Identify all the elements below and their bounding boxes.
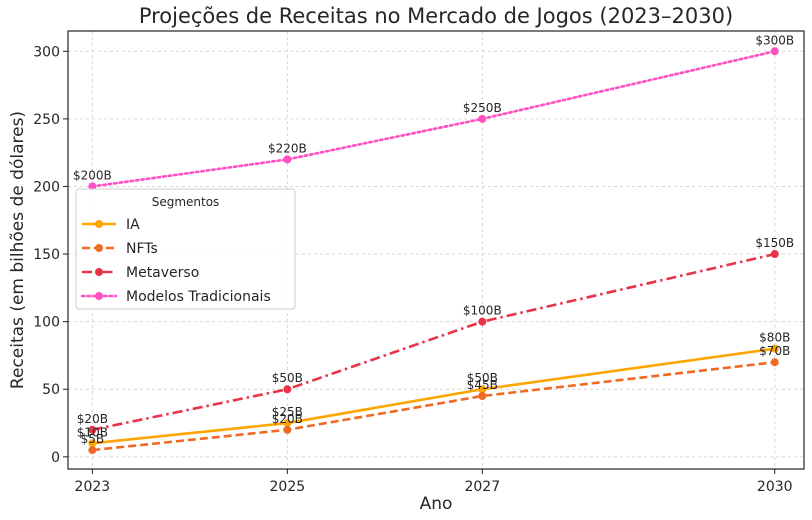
series-line-1 [92, 360, 775, 452]
y-tick-label: 200 [33, 179, 60, 195]
y-axis-label: Receitas (em bilhões de dólares) [8, 111, 28, 389]
data-point [283, 385, 292, 394]
data-point [88, 182, 97, 191]
axes: 0 50 100 150 200 250 300 2023 2025 2027 2030 [33, 30, 805, 495]
legend-entry: Metaverso [126, 265, 199, 281]
legend-marker [95, 220, 103, 228]
data-label: $250B [463, 101, 502, 115]
data-point [770, 358, 779, 367]
x-tick-label: 2030 [757, 479, 793, 495]
data-label: $50B [467, 371, 498, 385]
data-label: $20B [77, 412, 108, 426]
x-tick-label: 2025 [270, 479, 306, 495]
legend-entry: IA [126, 217, 140, 233]
legend: Segmentos IA NFTs Metaverso Modelos Tradicio… [75, 188, 296, 310]
y-tick-label: 50 [42, 382, 60, 398]
legend-title: Segmentos [152, 195, 220, 209]
y-tick-label: 150 [33, 247, 60, 263]
data-point [478, 317, 487, 326]
data-label: $80B [759, 331, 790, 345]
data-label: $150B [755, 236, 794, 250]
data-point [88, 446, 97, 455]
data-point [478, 392, 487, 400]
data-label: $220B [268, 141, 307, 155]
legend-box [75, 188, 296, 310]
data-point [478, 114, 487, 123]
data-label: $25B [272, 405, 303, 419]
data-label: $45B [467, 378, 498, 392]
series-line-3 [91, 49, 777, 188]
data-label: $100B [463, 304, 502, 318]
y-tick-label: 300 [33, 44, 60, 60]
data-label: $10B [77, 425, 108, 439]
x-tick-label: 2023 [75, 479, 111, 495]
legend-marker [95, 268, 103, 276]
data-label: $200B [73, 168, 112, 182]
data-point [478, 385, 487, 394]
data-point [88, 439, 97, 448]
x-tick-label: 2027 [464, 479, 500, 495]
data-point [88, 425, 97, 434]
data-point [770, 344, 779, 353]
legend-entry: Modelos Tradicionais [126, 289, 271, 305]
data-label: $70B [759, 344, 790, 358]
series-line-2 [92, 252, 776, 432]
data-point [770, 250, 779, 259]
x-axis-label: Ano [420, 494, 453, 514]
y-tick-label: 100 [33, 315, 60, 331]
chart-title: Projeções de Receitas no Mercado de Jogo… [139, 4, 733, 28]
data-point [283, 425, 292, 434]
data-point [283, 419, 292, 428]
data-label: $50B [272, 371, 303, 385]
data-point [283, 155, 292, 164]
data-point [770, 47, 779, 56]
data-label: $300B [755, 33, 794, 47]
data-labels: $10B $25B $50B $80B $5B $20B $45B $70B $20B $50B $… [73, 33, 794, 446]
series-line-0 [92, 347, 775, 445]
series-lines [88, 47, 779, 455]
legend-marker [95, 292, 103, 300]
data-label: $20B [272, 412, 303, 426]
data-label: $5B [81, 432, 105, 446]
y-tick-label: 250 [33, 112, 60, 128]
plot-area-frame [67, 30, 805, 470]
legend-marker [95, 244, 103, 252]
legend-entry: NFTs [126, 241, 158, 257]
y-tick-label: 0 [51, 450, 60, 466]
